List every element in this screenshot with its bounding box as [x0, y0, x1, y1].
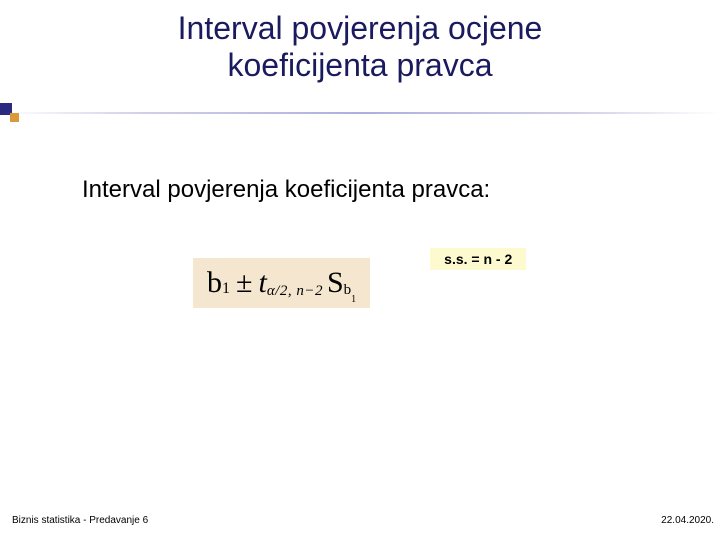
footer-left: Biznis statistika - Predavanje 6 — [12, 515, 148, 526]
footer-right: 22.04.2020. — [661, 515, 714, 526]
degrees-of-freedom-note: s.s. = n - 2 — [430, 248, 526, 270]
title-line-1: Interval povjerenja ocjene — [0, 10, 720, 47]
formula-b: b — [207, 266, 222, 300]
title-divider — [0, 112, 720, 114]
formula-box: b1 ± tα/2, n−2 Sb1 — [193, 258, 370, 308]
slide-title: Interval povjerenja ocjene koeficijenta … — [0, 0, 720, 84]
formula-b-sub: 1 — [222, 280, 230, 298]
formula-t-sub: α/2, n−2 — [267, 283, 323, 300]
accent-square-orange — [10, 113, 19, 122]
formula-S-subsub: 1 — [351, 294, 356, 305]
formula-t: t — [258, 266, 266, 300]
formula-S-sub: b1 — [344, 282, 357, 301]
formula-plusminus: ± — [230, 266, 258, 300]
formula-row: b1 ± tα/2, n−2 Sb1 s.s. = n - 2 — [193, 258, 506, 308]
title-line-2: koeficijenta pravca — [0, 47, 720, 84]
formula-S: S — [323, 266, 344, 300]
subtitle-text: Interval povjerenja koeficijenta pravca: — [82, 176, 490, 204]
